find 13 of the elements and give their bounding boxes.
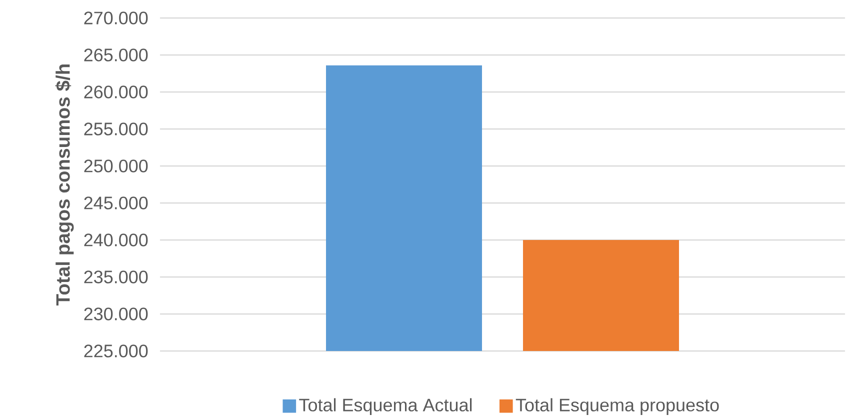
- y-tick-label: 265.000: [84, 48, 148, 62]
- y-axis-title: Total pagos consumos $/h: [55, 64, 74, 306]
- y-tick-label: 240.000: [84, 234, 148, 246]
- legend-label: Total Esquema Actual: [299, 398, 472, 415]
- y-tick-label: 270.000: [84, 12, 148, 24]
- y-tick-label: 260.000: [84, 86, 148, 98]
- y-tick-label: 255.000: [84, 122, 148, 136]
- y-tick-label: 235.000: [84, 270, 148, 284]
- y-tick-label: 230.000: [84, 308, 148, 320]
- y-tick-label: 245.000: [84, 196, 148, 210]
- y-tick-label: 250.000: [84, 160, 148, 172]
- y-tick-label: 225.000: [84, 344, 148, 358]
- legend-label: Total Esquema propuesto: [516, 398, 719, 415]
